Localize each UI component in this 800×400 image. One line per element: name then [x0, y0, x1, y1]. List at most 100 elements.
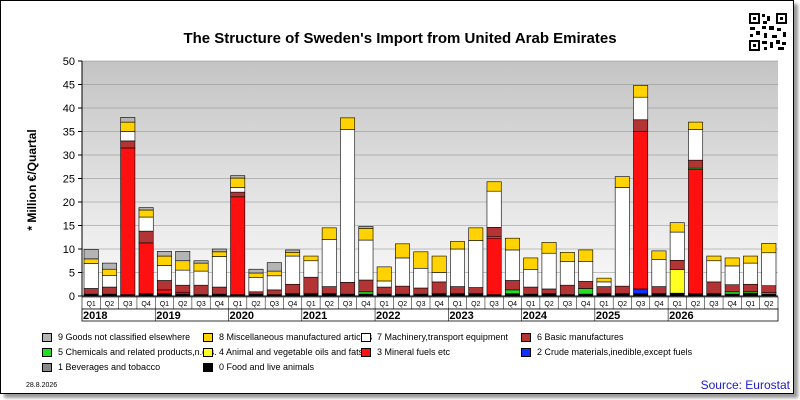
bar-segment: [413, 287, 429, 295]
legend-label: 0 Food and live animals: [219, 362, 315, 372]
x-tick-label: Q2: [105, 301, 114, 308]
bar-segment: [340, 129, 356, 283]
bar-segment: [358, 279, 374, 293]
year-label: 2025: [596, 310, 620, 322]
x-tick-label: Q2: [691, 301, 700, 308]
legend-item: 7 Machinery,transport equipment: [361, 332, 508, 343]
bar-segment: [559, 251, 575, 262]
x-tick-label: Q1: [160, 301, 169, 308]
bar-segment: [596, 281, 612, 287]
x-tick-label: Q1: [86, 301, 95, 308]
bar-segment: [156, 289, 172, 294]
bar-segment: [83, 263, 99, 289]
bar-segment: [724, 291, 740, 295]
bar-segment: [358, 226, 374, 229]
y-tick-label: 10: [63, 244, 75, 256]
bar-segment: [303, 260, 319, 278]
legend-label: 8 Miscellaneous manufactured articles: [219, 332, 373, 342]
x-tick-label: Q4: [141, 301, 150, 308]
bar-segment: [541, 242, 557, 254]
bar-segment: [266, 275, 282, 291]
bar-segment: [688, 129, 704, 161]
bar-segment: [669, 259, 685, 270]
year-label: 2023: [449, 310, 473, 322]
bar-segment: [669, 231, 685, 261]
bar-segment: [83, 258, 99, 264]
bar-segment: [156, 255, 172, 266]
bar-segment: [706, 255, 722, 262]
bar-segment: [523, 257, 539, 270]
bar-segment: [450, 248, 465, 287]
y-tick-label: 45: [63, 80, 75, 92]
x-tick-label: Q3: [343, 301, 352, 308]
bar-segment: [285, 255, 301, 285]
bar-segment: [193, 260, 209, 264]
x-tick-label: Q1: [306, 301, 315, 308]
bar-segment: [120, 131, 136, 142]
legend-item: 2 Crude materials,inedible,except fuels: [521, 347, 692, 358]
year-strip: [81, 308, 779, 322]
bar-segment: [614, 176, 630, 188]
bar-segment: [230, 187, 246, 193]
bar-segment: [230, 175, 246, 179]
x-tick-label: Q1: [526, 301, 535, 308]
bar-segment: [669, 269, 685, 294]
bar-segment: [651, 286, 667, 294]
bar-segment: [248, 272, 264, 278]
bar-segment: [743, 255, 758, 264]
bar-segment: [633, 96, 649, 121]
legend-item: 6 Basic manufactures: [521, 332, 624, 343]
bar-segment: [761, 243, 777, 254]
legend-label: 4 Animal and vegetable oils and fats: [219, 347, 364, 357]
x-tick-label: Q2: [398, 301, 407, 308]
bar-segment: [523, 286, 539, 295]
bar-segment: [504, 280, 520, 291]
bar-segment: [395, 285, 410, 295]
bar-segment: [578, 261, 594, 282]
x-tick-label: Q2: [471, 301, 480, 308]
bar-segment: [266, 270, 282, 277]
bar-segment: [504, 249, 520, 281]
bar-segment: [193, 262, 209, 272]
bar-segment: [541, 252, 557, 290]
date-stamp: 28.8.2026: [26, 382, 58, 389]
legend-item: 8 Miscellaneous manufactured articles: [203, 332, 372, 343]
bar-segment: [248, 268, 264, 274]
bar-segment: [321, 239, 337, 287]
bar-segment: [413, 251, 429, 269]
year-label: 2024: [523, 310, 548, 322]
x-tick-label: Q3: [196, 301, 205, 308]
legend-swatch: [203, 333, 213, 343]
source-link[interactable]: Source: Eurostat: [700, 378, 790, 392]
bar-segment: [321, 286, 337, 294]
bar-segment: [120, 147, 136, 295]
bar-segment: [486, 227, 502, 238]
bar-segment: [578, 288, 594, 295]
bar-segment: [156, 265, 172, 281]
bar-segment: [633, 85, 649, 98]
bar-segment: [761, 252, 777, 286]
legend-label: 7 Machinery,transport equipment: [377, 332, 508, 342]
bar-segment: [266, 262, 282, 272]
x-tick-label: Q3: [270, 301, 279, 308]
bar-segment: [761, 285, 777, 294]
bar-segment: [266, 289, 282, 295]
bar-segment: [230, 177, 246, 188]
bar-segment: [193, 270, 209, 286]
bar-segment: [614, 285, 630, 294]
bar-segment: [303, 255, 319, 262]
x-tick-label: Q1: [380, 301, 389, 308]
y-tick-label: 20: [63, 197, 75, 209]
qr-code-icon[interactable]: [748, 12, 788, 52]
x-tick-label: Q3: [563, 301, 572, 308]
bar-segment: [175, 251, 191, 262]
bar-segment: [486, 181, 502, 192]
bar-segment: [211, 256, 227, 288]
bar-segment: [285, 251, 301, 257]
legend-label: 3 Mineral fuels etc: [377, 347, 451, 357]
bar-segment: [468, 240, 484, 288]
year-label: 2019: [156, 310, 180, 322]
x-tick-label: Q2: [178, 301, 187, 308]
legend-item: 9 Goods not classified elsewhere: [42, 332, 190, 343]
legend-swatch: [203, 348, 213, 358]
